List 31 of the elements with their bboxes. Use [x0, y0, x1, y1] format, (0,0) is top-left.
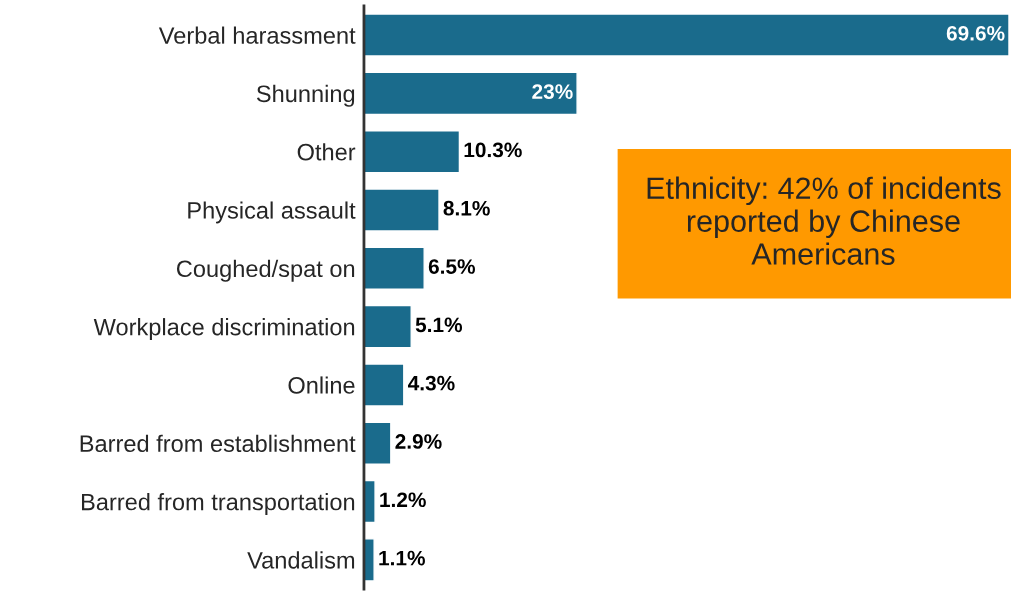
y-tick-label: Vandalism	[247, 551, 355, 569]
bar	[363, 421, 392, 465]
data-label: 69.6%	[946, 25, 1005, 41]
annotation: Ethnicity: 42% of incidents reported by Chinese Americans	[647, 176, 1001, 265]
bar	[363, 130, 461, 174]
data-label: 10.3%	[464, 142, 522, 158]
bar	[363, 304, 412, 349]
bar	[363, 479, 376, 524]
bar	[363, 71, 578, 116]
data-label: 2.9%	[395, 434, 442, 449]
y-tick-label: Shunning	[256, 84, 355, 107]
bar	[363, 188, 440, 232]
bar	[363, 246, 425, 291]
y-tick-label: Physical assault	[188, 201, 356, 224]
data-label: 1.2%	[380, 492, 426, 508]
y-tick-label: Barred from establishment	[80, 434, 356, 453]
bar	[363, 13, 1009, 57]
y-tick-label: Online	[288, 376, 355, 394]
data-label: 1.1%	[379, 550, 425, 566]
y-tick-label: Verbal harassment	[158, 26, 356, 44]
y-tick-label: Workplace discrimination	[93, 318, 355, 341]
data-label: 8.1%	[443, 200, 490, 216]
data-label: 23%	[532, 84, 573, 100]
data-label: 5.1%	[415, 317, 463, 333]
y-tick-label: Coughed/spat on	[176, 259, 355, 282]
data-label: 6.5%	[428, 259, 476, 274]
bar	[363, 538, 375, 582]
data-label: 4.3%	[408, 375, 455, 391]
y-tick-label: Barred from transportation	[82, 493, 355, 516]
y-tick-label: Other	[297, 143, 356, 161]
bar	[363, 363, 405, 407]
